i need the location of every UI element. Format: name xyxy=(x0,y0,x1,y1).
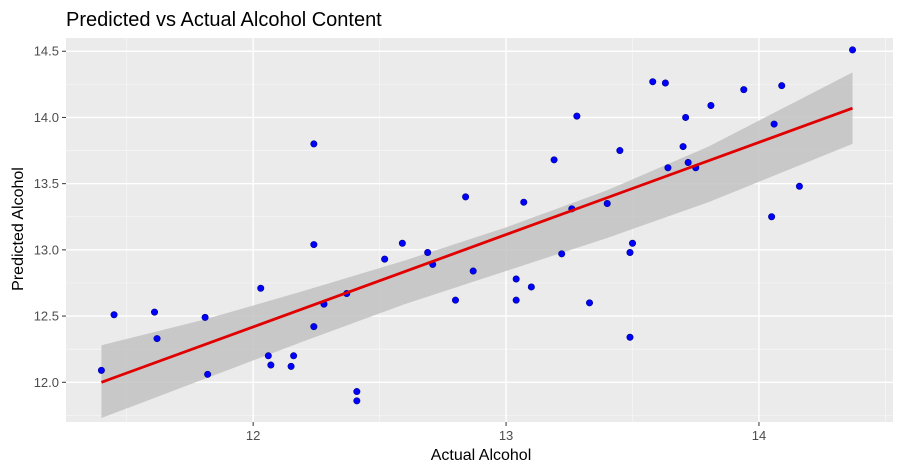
data-point xyxy=(257,284,265,292)
y-tick-label: 13.5 xyxy=(34,176,59,191)
data-point xyxy=(451,296,459,304)
data-point xyxy=(603,200,611,208)
data-point xyxy=(707,102,715,110)
data-point xyxy=(649,78,657,86)
data-point xyxy=(679,143,687,151)
data-point xyxy=(849,46,857,54)
y-tick-label: 13.0 xyxy=(34,242,59,257)
data-point xyxy=(264,352,272,360)
y-tick-label: 14.0 xyxy=(34,110,59,125)
y-tick-label: 12.0 xyxy=(34,375,59,390)
data-point xyxy=(201,313,209,321)
data-point xyxy=(204,370,212,378)
data-point xyxy=(398,239,406,247)
x-tick-label: 13 xyxy=(499,428,513,443)
x-axis-title: Actual Alcohol xyxy=(431,447,532,464)
data-point xyxy=(310,323,318,331)
data-point xyxy=(381,255,389,263)
data-point xyxy=(353,388,361,396)
data-point xyxy=(424,249,432,257)
data-point xyxy=(682,113,690,121)
data-point xyxy=(616,147,624,155)
data-point xyxy=(353,397,361,405)
data-point xyxy=(310,241,318,249)
data-point xyxy=(661,79,669,87)
data-point xyxy=(527,283,535,291)
data-point xyxy=(469,267,477,275)
data-point xyxy=(287,362,295,370)
data-point xyxy=(664,164,672,172)
data-point xyxy=(520,198,528,206)
data-point xyxy=(550,156,558,164)
data-point xyxy=(97,366,105,374)
y-tick-label: 14.5 xyxy=(34,44,59,59)
data-point xyxy=(626,249,634,257)
data-point xyxy=(558,250,566,258)
data-point xyxy=(310,140,318,148)
data-point xyxy=(778,82,786,90)
chart-title: Predicted vs Actual Alcohol Content xyxy=(66,9,382,31)
data-point xyxy=(770,120,778,128)
y-tick-label: 12.5 xyxy=(34,309,59,324)
x-tick-label: 14 xyxy=(752,428,766,443)
data-point xyxy=(512,275,520,283)
data-point xyxy=(573,112,581,120)
x-axis-ticks: 12 13 14 xyxy=(246,422,766,443)
x-tick-label: 12 xyxy=(246,428,260,443)
data-point xyxy=(768,213,776,221)
data-point xyxy=(795,182,803,190)
regression-line xyxy=(100,106,854,384)
data-point xyxy=(629,239,637,247)
y-axis-title: Predicted Alcohol xyxy=(10,167,27,291)
data-point xyxy=(462,193,470,201)
data-point xyxy=(684,158,692,166)
data-point xyxy=(512,296,520,304)
data-point xyxy=(626,333,634,341)
data-point xyxy=(153,335,161,343)
data-point xyxy=(267,361,275,369)
data-point xyxy=(290,352,298,360)
data-points xyxy=(97,46,857,405)
minor-gridlines xyxy=(66,38,893,422)
data-point xyxy=(740,86,748,94)
data-point xyxy=(110,311,118,319)
y-axis-ticks: 12.0 12.5 13.0 13.5 14.0 14.5 xyxy=(34,44,66,390)
data-point xyxy=(586,299,594,307)
data-point xyxy=(151,308,159,316)
